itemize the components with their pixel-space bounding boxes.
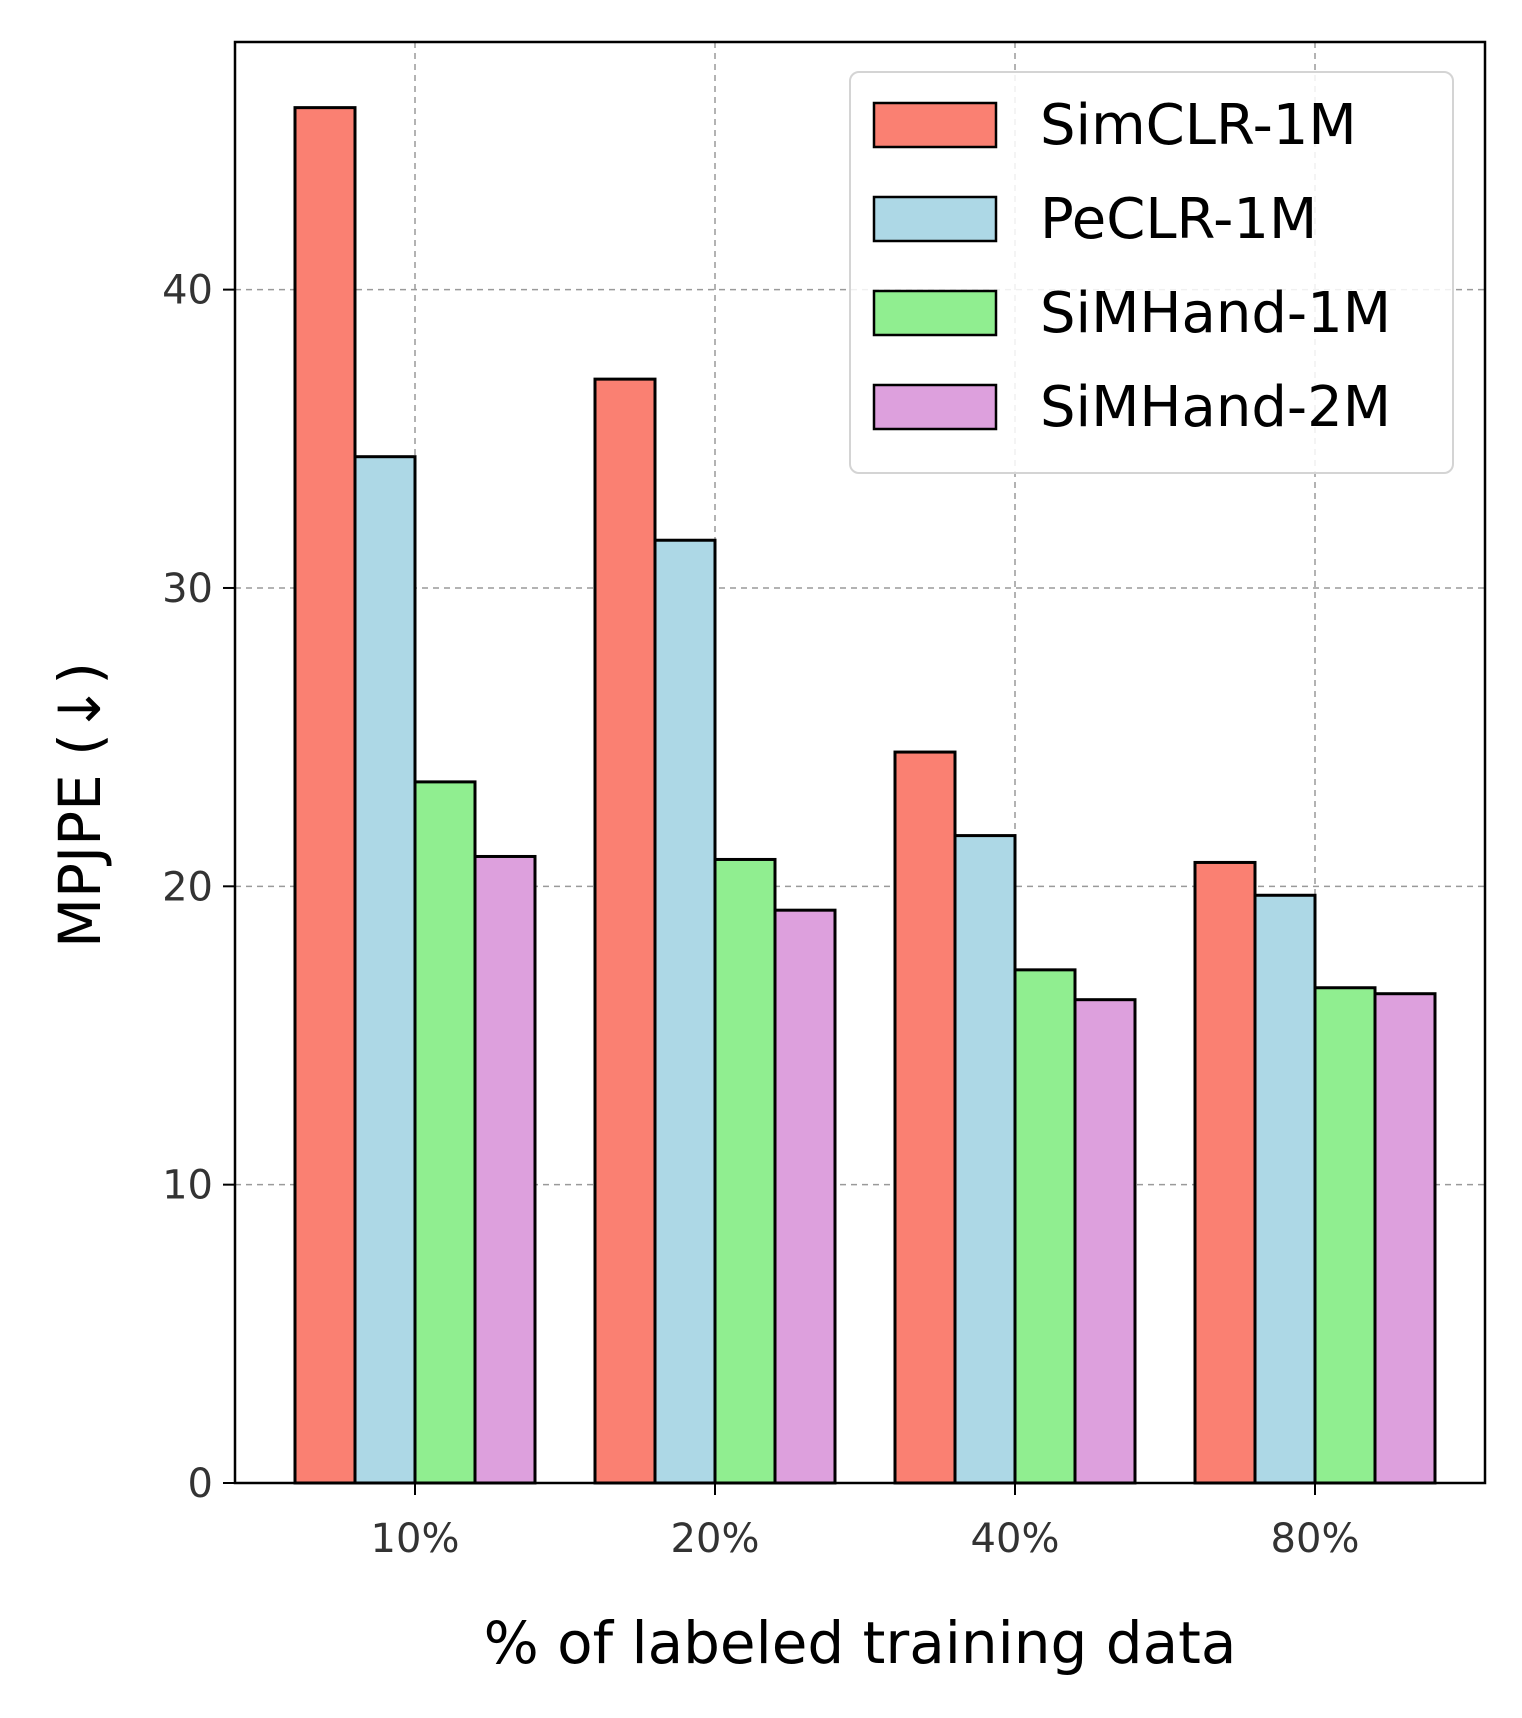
legend-label: SimCLR-1M — [1040, 93, 1357, 158]
bars — [293, 106, 1437, 1485]
axis-ticks: 0 10 20 30 40 10% 20% 40% 80% — [162, 268, 1359, 1562]
y-tick-label: 20 — [162, 864, 213, 910]
legend-swatch — [872, 383, 998, 431]
bar-peclr-1m-10pct — [353, 455, 417, 1485]
legend-swatch — [872, 101, 998, 149]
bar-simhand-2m-40pct — [1073, 998, 1137, 1485]
legend-swatch — [872, 289, 998, 337]
plot-frame — [233, 40, 1487, 1485]
y-axis-title: MPJPE (↓) — [46, 662, 114, 948]
bar-simhand-2m-20pct — [773, 908, 837, 1485]
bar-simhand-2m-80pct — [1373, 992, 1437, 1485]
bar-simhand-1m-40pct — [1013, 968, 1077, 1485]
bar-simhand-2m-10pct — [473, 854, 537, 1485]
x-tick-label: 40% — [971, 1516, 1060, 1562]
y-tick-label: 0 — [188, 1461, 213, 1507]
bar-peclr-1m-40pct — [953, 834, 1017, 1485]
bar-simhand-1m-10pct — [413, 780, 477, 1485]
y-tick-label: 10 — [162, 1163, 213, 1209]
x-axis-title: % of labeled training data — [484, 1609, 1237, 1677]
bar-simclr-1m-20pct — [593, 377, 657, 1485]
x-tick-label: 80% — [1271, 1516, 1360, 1562]
legend-label: SiMHand-2M — [1040, 375, 1391, 440]
bar-simhand-1m-80pct — [1313, 986, 1377, 1485]
y-tick-label: 40 — [162, 268, 213, 314]
legend: SimCLR-1M PeCLR-1M SiMHand-1M SiMHand-2M — [849, 71, 1454, 474]
bar-peclr-1m-80pct — [1253, 893, 1317, 1485]
legend-label: PeCLR-1M — [1040, 187, 1317, 252]
x-tick-label: 10% — [371, 1516, 460, 1562]
bar-simclr-1m-10pct — [293, 106, 357, 1485]
legend-label: SiMHand-1M — [1040, 281, 1391, 346]
bar-simclr-1m-40pct — [893, 750, 957, 1485]
y-tick-label: 30 — [162, 566, 213, 612]
bar-peclr-1m-20pct — [653, 538, 717, 1485]
legend-swatch — [872, 195, 998, 243]
x-tick-label: 20% — [671, 1516, 760, 1562]
bar-simclr-1m-80pct — [1193, 860, 1257, 1485]
bar-simhand-1m-20pct — [713, 857, 777, 1485]
legend-frame — [849, 71, 1454, 474]
